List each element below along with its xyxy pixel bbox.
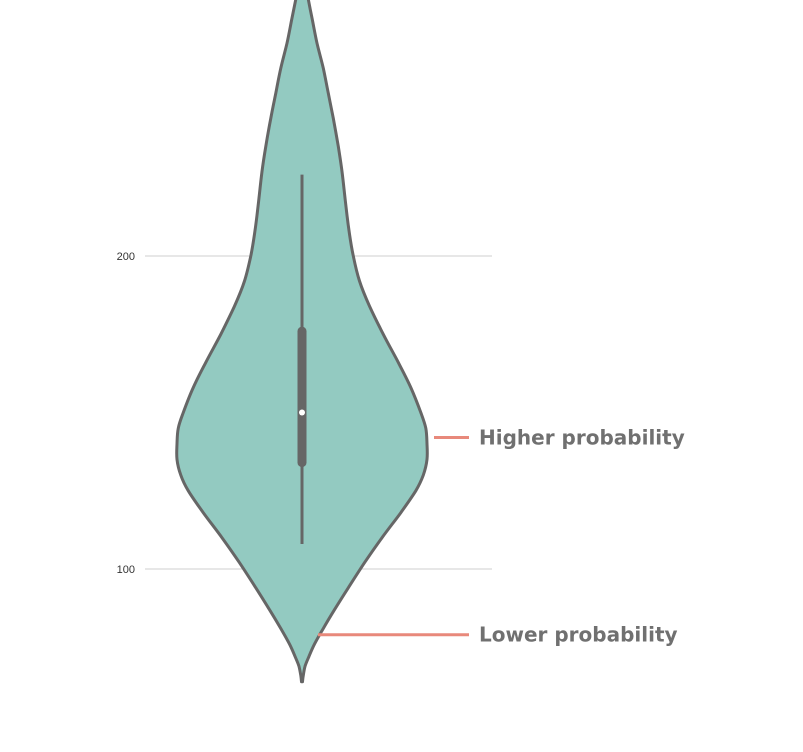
inner-box — [297, 174, 307, 544]
annotation-label-lower: Lower probability — [479, 623, 678, 647]
y-axis-ticks: 200 100 — [117, 251, 135, 576]
annotation-higher: Higher probability — [434, 426, 685, 450]
annotation-lower: Lower probability — [318, 623, 678, 647]
y-tick-label-100: 100 — [117, 564, 135, 576]
annotation-label-higher: Higher probability — [479, 426, 685, 450]
median-marker — [299, 409, 305, 416]
y-tick-label-200: 200 — [117, 251, 135, 263]
